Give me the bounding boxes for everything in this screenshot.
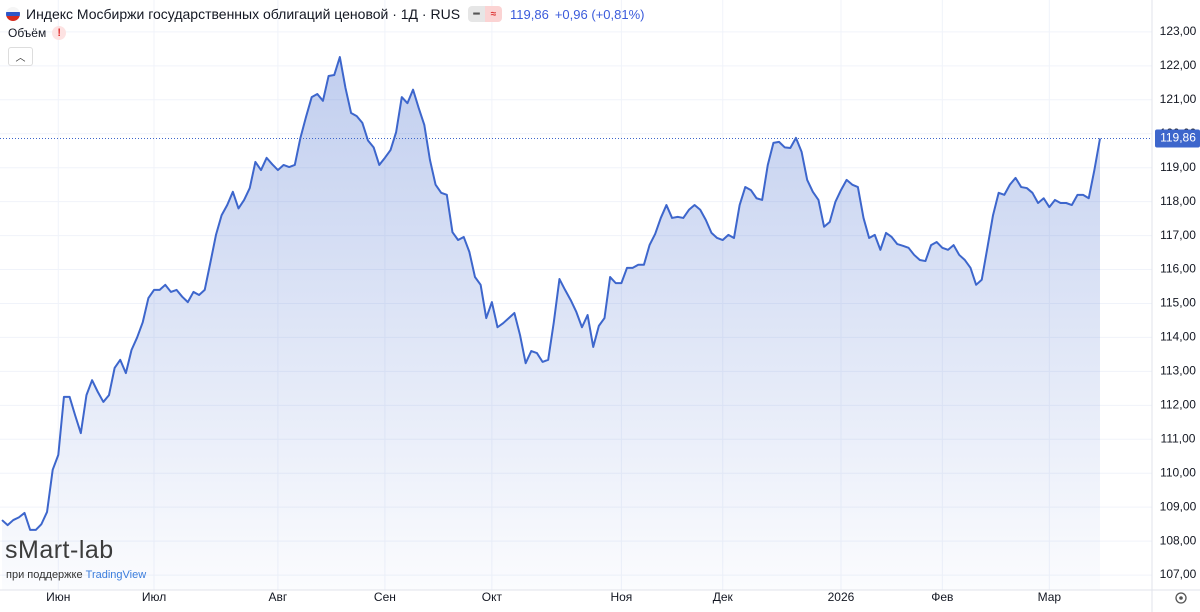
y-tick-label: 122,00 <box>1160 58 1197 72</box>
y-tick-label: 123,00 <box>1160 24 1197 38</box>
volume-label: Объём <box>8 26 47 40</box>
y-tick-label: 113,00 <box>1160 364 1196 378</box>
y-tick-label: 108,00 <box>1160 533 1197 547</box>
watermark-brand: TradingView <box>85 569 147 581</box>
price-change: +0,96 (+0,81%) <box>554 6 645 22</box>
line <box>1 56 1101 531</box>
last-value-box <box>1155 129 1200 148</box>
y-tick-label: 112,00 <box>1160 397 1196 411</box>
plot <box>0 56 1152 590</box>
x-tick-label: Фев <box>931 590 953 604</box>
x-tick-label: Дек <box>713 590 734 604</box>
y-tick-label: 118,00 <box>1160 194 1196 208</box>
volume-legend: Объём ! <box>8 26 67 40</box>
x-tick-label: Июл <box>142 590 166 604</box>
x-tick-label: Ноя <box>610 590 632 604</box>
badges[interactable]: ━ ≈ <box>468 6 503 22</box>
collapse-button[interactable]: ︿ <box>8 47 33 66</box>
header: Индекс Мосбиржи государственных облигаци… <box>6 4 644 24</box>
x-tick-label: Авг <box>269 590 288 604</box>
flag-icon <box>6 7 20 21</box>
title: Индекс Мосбиржи государственных облигаци… <box>26 6 461 22</box>
y-tick-label: 115,00 <box>1160 296 1196 310</box>
y-tick-label: 109,00 <box>1160 499 1197 513</box>
y-tick-label: 110,00 <box>1160 465 1196 479</box>
y-tick-label: 107,00 <box>1160 567 1197 581</box>
watermark: sMart-lab <box>5 536 114 564</box>
axes: 107,00 108,00 109,00 110,00 111,00 112,00 113,… <box>46 24 1200 604</box>
y-tick-label: 119,00 <box>1160 160 1196 174</box>
x-tick-label: Сен <box>374 590 396 604</box>
y-tick-label: 117,00 <box>1160 228 1196 242</box>
y-tick-label: 116,00 <box>1160 262 1196 276</box>
y-tick-label: 111,00 <box>1161 431 1196 445</box>
last-price: 119,86 <box>510 6 549 22</box>
watermark-sub: при поддержке TradingView <box>6 569 146 581</box>
settings-icon[interactable] <box>1175 592 1187 604</box>
x-tick-label: Мар <box>1038 590 1062 604</box>
volume-alert[interactable]: ! <box>52 26 67 40</box>
y-tick-label: 121,00 <box>1160 92 1197 106</box>
y-tick-label: 114,00 <box>1160 330 1196 344</box>
x-tick-label: 2026 <box>828 590 855 604</box>
area <box>2 57 1100 590</box>
settings-icon-dot <box>1179 596 1183 600</box>
x-tick-label: Окт <box>482 590 503 604</box>
last-value-label: 119,86 <box>1160 131 1196 145</box>
watermark-sub-text: при поддержке <box>6 569 83 581</box>
x-tick-label: Июн <box>46 590 70 604</box>
